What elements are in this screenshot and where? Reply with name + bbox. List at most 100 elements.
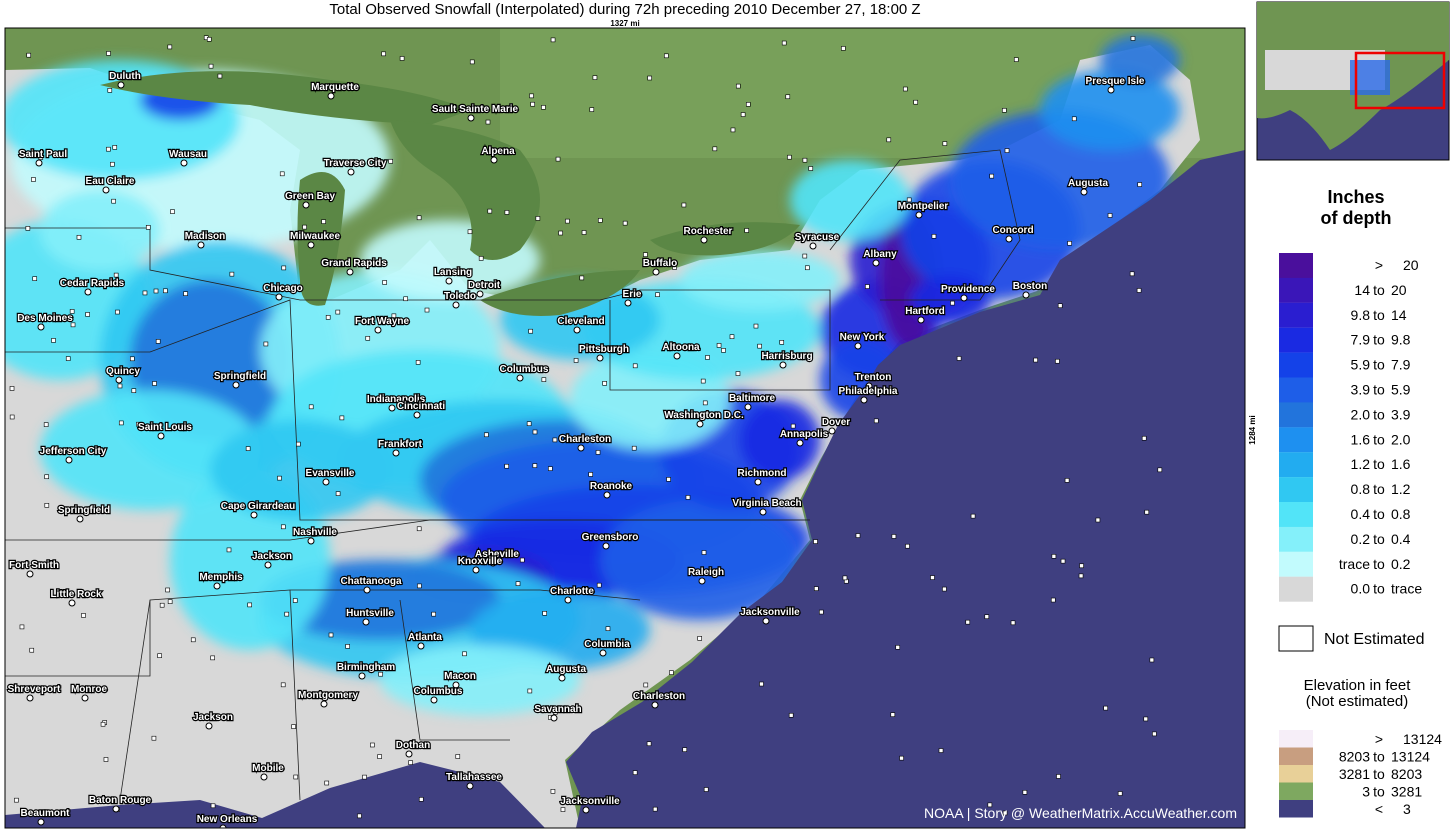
station [504,210,510,215]
station [418,797,424,802]
station [520,557,525,563]
station [913,99,918,105]
station [729,334,735,340]
station [431,611,436,617]
station [905,543,910,549]
legend-to: 0.8 [1391,506,1411,522]
lake-superior [100,71,470,125]
legend-to-word: to [1373,766,1385,782]
station [970,513,976,519]
station [597,218,603,223]
elevation-title: (Not estimated) [1306,693,1409,710]
city-dot [157,432,165,440]
city-dot [603,491,611,499]
legend-from: 2.0 [1351,406,1371,422]
city-dot [264,561,272,569]
city-dot [358,672,366,680]
city-dot [347,168,355,176]
city-label: Concord [992,225,1033,236]
station [705,355,710,360]
city-label: New York [840,332,885,343]
legend-swatch [1279,377,1313,403]
city-label: Wausau [169,149,207,160]
legend-to-word: to [1373,406,1385,422]
station [151,735,157,741]
legend-from: 0.2 [1351,531,1371,547]
city-label: Baltimore [729,393,776,404]
city-label: Milwaukee [290,231,340,242]
station [579,275,585,281]
station [989,173,994,179]
station [247,602,252,608]
legend-from: 3 [1362,784,1370,800]
city-label: Altoona [662,342,700,353]
elevation-title: Elevation in feet [1304,677,1412,694]
legend-swatch [1279,277,1313,303]
station [664,53,669,59]
station [553,709,558,715]
city-label: Cincinnati [397,401,446,412]
city-label: Baton Rouge [89,795,152,806]
station [106,146,111,152]
station [1010,620,1016,626]
station [655,292,660,298]
city-dot [1107,86,1115,94]
legend-to-word: to [1373,332,1385,348]
legend-swatch [1279,253,1313,278]
city-dot [430,696,438,704]
station [740,112,746,117]
city-label: Tallahassee [446,772,502,783]
station [408,760,413,765]
station [321,219,326,224]
station [753,323,759,329]
city-label: Nashville [293,527,337,538]
station [790,423,796,429]
station [1149,657,1155,663]
city-label: Columbus [500,364,549,375]
station [532,429,538,435]
station [1064,478,1070,483]
station [716,343,722,348]
city-label: Chicago [263,283,302,294]
stations [9,35,1163,819]
station [841,46,846,51]
station [167,599,173,604]
station [669,670,674,675]
station [802,157,808,163]
station [157,653,162,659]
station [956,356,962,361]
station [1056,774,1061,779]
city-label: Atlanta [408,632,442,643]
legend-title: Inches [1327,187,1384,207]
station [950,300,955,306]
station [906,197,912,203]
station [682,747,688,752]
station [855,533,861,538]
station [279,171,285,177]
city-dot [696,420,704,428]
legend-to-word: to [1373,431,1385,447]
city-label: Columbia [584,639,630,650]
city-label: Saint Louis [138,422,192,433]
city-label: Charleston [559,434,611,445]
station [377,754,382,759]
station [153,288,159,294]
station [555,156,561,162]
station [388,158,393,164]
city-label: Augusta [546,664,586,675]
city-label: Evansville [306,468,355,479]
legend-from: 3281 [1339,766,1370,782]
station [296,441,301,447]
station [417,583,422,589]
city-label: Pittsburgh [579,344,629,355]
station [631,445,637,451]
station [381,51,386,57]
station [779,340,785,345]
elevation-swatch [1279,730,1313,748]
station [984,614,990,619]
station [415,360,421,365]
station [558,230,563,236]
city-dot [327,92,335,100]
legend-to-word: to [1373,749,1385,765]
city-label: Little Rock [50,589,102,600]
